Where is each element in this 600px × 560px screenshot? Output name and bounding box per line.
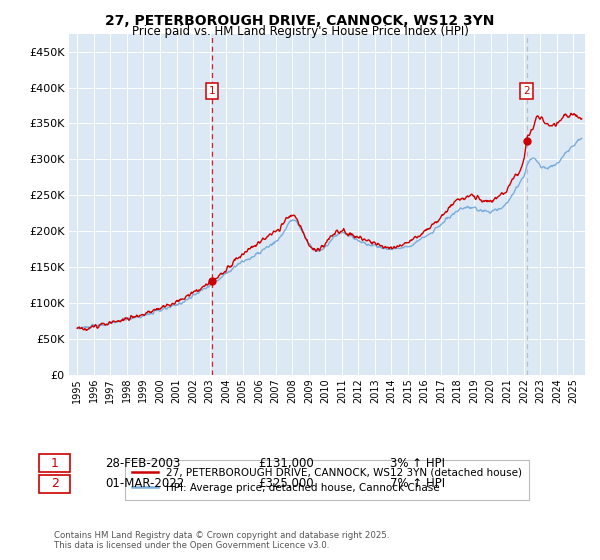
Text: 2: 2: [50, 477, 59, 491]
Text: 2: 2: [523, 86, 530, 96]
Text: Contains HM Land Registry data © Crown copyright and database right 2025.
This d: Contains HM Land Registry data © Crown c…: [54, 530, 389, 550]
Text: Price paid vs. HM Land Registry's House Price Index (HPI): Price paid vs. HM Land Registry's House …: [131, 25, 469, 38]
Text: 7% ↑ HPI: 7% ↑ HPI: [390, 477, 445, 491]
Text: £325,000: £325,000: [258, 477, 314, 491]
Legend: 27, PETERBOROUGH DRIVE, CANNOCK, WS12 3YN (detached house), HPI: Average price, : 27, PETERBOROUGH DRIVE, CANNOCK, WS12 3Y…: [125, 460, 529, 500]
Text: 1: 1: [50, 456, 59, 470]
Text: 28-FEB-2003: 28-FEB-2003: [105, 456, 181, 470]
Text: 1: 1: [209, 86, 215, 96]
Text: 01-MAR-2022: 01-MAR-2022: [105, 477, 184, 491]
Text: 27, PETERBOROUGH DRIVE, CANNOCK, WS12 3YN: 27, PETERBOROUGH DRIVE, CANNOCK, WS12 3Y…: [106, 14, 494, 28]
Text: £131,000: £131,000: [258, 456, 314, 470]
Text: 3% ↑ HPI: 3% ↑ HPI: [390, 456, 445, 470]
